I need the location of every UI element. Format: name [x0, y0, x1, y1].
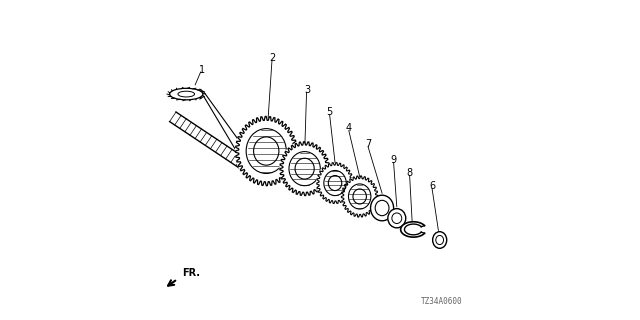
Text: 9: 9 — [390, 155, 397, 165]
Text: 1: 1 — [198, 65, 205, 76]
Text: 4: 4 — [346, 123, 352, 133]
Ellipse shape — [280, 141, 330, 196]
Text: FR.: FR. — [182, 268, 200, 278]
Ellipse shape — [388, 209, 406, 228]
Text: 5: 5 — [326, 107, 333, 117]
Text: 2: 2 — [269, 52, 275, 63]
Text: 3: 3 — [304, 84, 310, 95]
Ellipse shape — [433, 232, 447, 248]
Ellipse shape — [401, 222, 426, 237]
Ellipse shape — [316, 162, 354, 204]
Ellipse shape — [166, 87, 206, 101]
Ellipse shape — [341, 175, 379, 218]
Text: 7: 7 — [365, 139, 371, 149]
Text: TZ34A0600: TZ34A0600 — [420, 297, 462, 306]
Text: 6: 6 — [429, 180, 435, 191]
Text: 8: 8 — [406, 168, 413, 178]
Ellipse shape — [235, 116, 298, 186]
Ellipse shape — [371, 195, 394, 221]
